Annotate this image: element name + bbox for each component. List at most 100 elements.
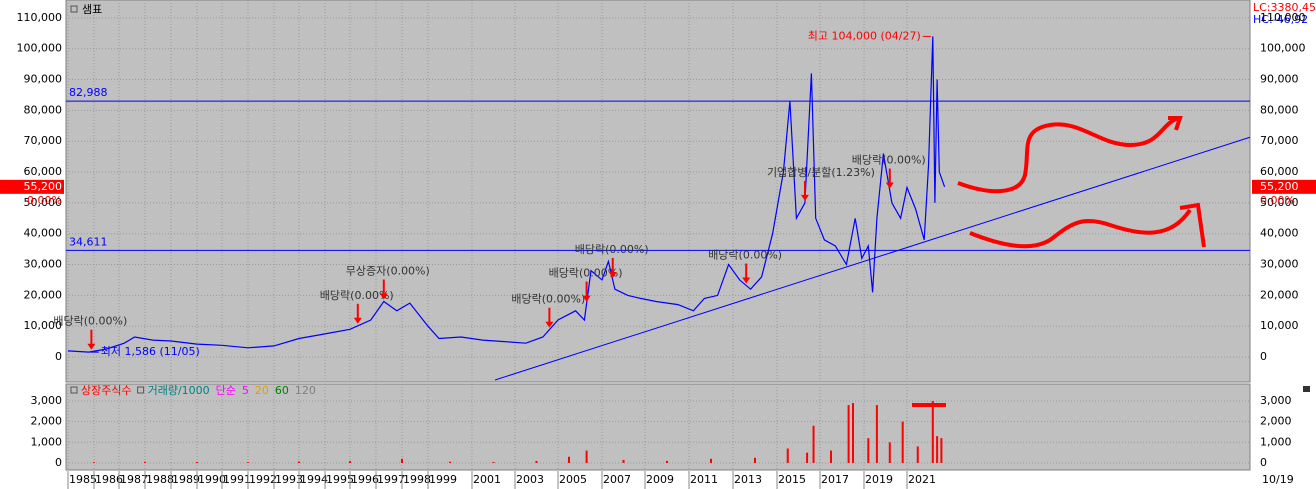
event-label: 배당락(0.00%) [575, 243, 649, 256]
y-tick-label-right: 3,000 [1260, 394, 1292, 407]
volume-bar [812, 425, 815, 463]
x-tick-label: 2011 [690, 473, 718, 486]
y-tick-label-right: 70,000 [1260, 134, 1299, 147]
grid-layer [66, 0, 1250, 470]
x-tick-label: 2019 [865, 473, 893, 486]
x-tick-label: 1988 [146, 473, 174, 486]
current-price-box [1252, 179, 1316, 194]
x-tick-label: 1992 [249, 473, 277, 486]
price-panel [65, 0, 1251, 383]
current-price-label: 55,200 [24, 180, 63, 193]
x-tick-label: 2021 [908, 473, 936, 486]
y-tick-label: 70,000 [24, 134, 63, 147]
event-label: 배당락(0.00%) [511, 293, 585, 306]
event-label: 배당락(0.00%) [53, 315, 127, 328]
reference-label: 34,611 [69, 235, 108, 248]
change-label: 0.00% [27, 194, 62, 207]
event-label: 배당락(0.00%) [708, 248, 782, 261]
event-label: 무상증자(0.00%) [346, 265, 430, 278]
volume-bar [666, 460, 668, 463]
low-label: 최저 1,586 (11/05) [101, 345, 200, 358]
y-tick-label-right: 20,000 [1260, 288, 1299, 301]
legend-box [70, 5, 78, 13]
y-tick-label: 1,000 [31, 435, 63, 448]
x-tick-label: 1997 [377, 473, 405, 486]
legend-entry: 단순 [216, 384, 236, 397]
x-tick-label: 1985 [69, 473, 97, 486]
volume-bar [852, 403, 854, 463]
y-tick-label-right: 90,000 [1260, 73, 1299, 86]
y-tick-label: 100,000 [17, 42, 63, 55]
y-tick-label: 110,000 [17, 11, 63, 24]
price-line [67, 36, 946, 353]
legend-entry: 120 [295, 384, 316, 397]
event-arrowhead [87, 343, 96, 350]
legend-box [137, 386, 145, 394]
volume-bar [93, 462, 95, 463]
event-label: 기업합병/분할(1.23%) [767, 166, 875, 179]
volume-bar [401, 458, 403, 463]
y-tick-label-right: 0 [1260, 350, 1267, 363]
y-tick-label: 50,000 [24, 196, 63, 209]
y-tick-label: 10,000 [24, 319, 63, 332]
volume-bar [298, 461, 300, 463]
volume-bar [196, 461, 198, 463]
volume-bar [901, 421, 904, 463]
y-tick-label: 3,000 [31, 394, 63, 407]
x-tick-label: 1995 [326, 473, 354, 486]
y-tick-label-right: 2,000 [1260, 415, 1292, 428]
volume-bar [568, 456, 570, 463]
y-tick-label: 40,000 [24, 227, 63, 240]
x-tick-label: 2017 [821, 473, 849, 486]
x-tick-label: 1993 [275, 473, 303, 486]
x-tick-label: 1990 [198, 473, 226, 486]
volume-bar [449, 461, 451, 463]
y-tick-label: 90,000 [24, 73, 63, 86]
x-tick-label: 2015 [778, 473, 806, 486]
volume-bar [786, 448, 789, 463]
legend-entry: 5 [242, 384, 249, 397]
x-tick-label: 1986 [95, 473, 123, 486]
y-tick-label-right: 80,000 [1260, 103, 1299, 116]
x-end-label: 10/19 [1262, 473, 1294, 486]
x-tick-label: 1989 [172, 473, 200, 486]
x-tick-label: 2001 [473, 473, 501, 486]
high-label: 최고 104,000 (04/27) [808, 29, 921, 42]
x-tick-label: 1996 [351, 473, 379, 486]
x-tick-label: 1987 [120, 473, 148, 486]
y-tick-label-right: 30,000 [1260, 258, 1299, 271]
y-tick-label-right: 50,000 [1260, 196, 1299, 209]
event-label: 배당락(0.00%) [549, 267, 623, 280]
y-tick-label: 60,000 [24, 165, 63, 178]
volume-bar [936, 436, 939, 463]
x-tick-label: 1991 [223, 473, 251, 486]
panel-close[interactable] [1303, 386, 1310, 392]
y-tick-label-right: 110,000 [1260, 11, 1306, 24]
event-arrowhead [742, 277, 751, 284]
legend-box [70, 386, 78, 394]
y-tick-label-right: 1,000 [1260, 435, 1292, 448]
event-label: 배당락(0.00%) [852, 154, 926, 167]
chart-title: 샘표 [82, 3, 102, 16]
x-tick-label: 1994 [300, 473, 328, 486]
y-tick-label: 0 [55, 456, 62, 469]
volume-bar [847, 405, 850, 463]
y-tick-label: 2,000 [31, 415, 63, 428]
x-tick-label: 1999 [429, 473, 457, 486]
legend-entry: 상장주식수 [81, 384, 132, 397]
y-tick-label-right: 60,000 [1260, 165, 1299, 178]
y-tick-label-right: 40,000 [1260, 227, 1299, 240]
volume-bar [585, 450, 588, 463]
drawn-arrow [957, 116, 1183, 194]
x-tick-label: 2007 [603, 473, 631, 486]
event-arrowhead [353, 317, 362, 324]
volume-bar [349, 461, 351, 463]
y-tick-label: 80,000 [24, 103, 63, 116]
volume-bar [875, 405, 878, 463]
volume-bar [888, 442, 891, 463]
event-arrowhead [885, 182, 894, 189]
volume-bar [144, 461, 146, 463]
event-arrowhead [608, 271, 617, 278]
event-arrowhead [545, 321, 554, 328]
volume-panel [65, 383, 1251, 471]
